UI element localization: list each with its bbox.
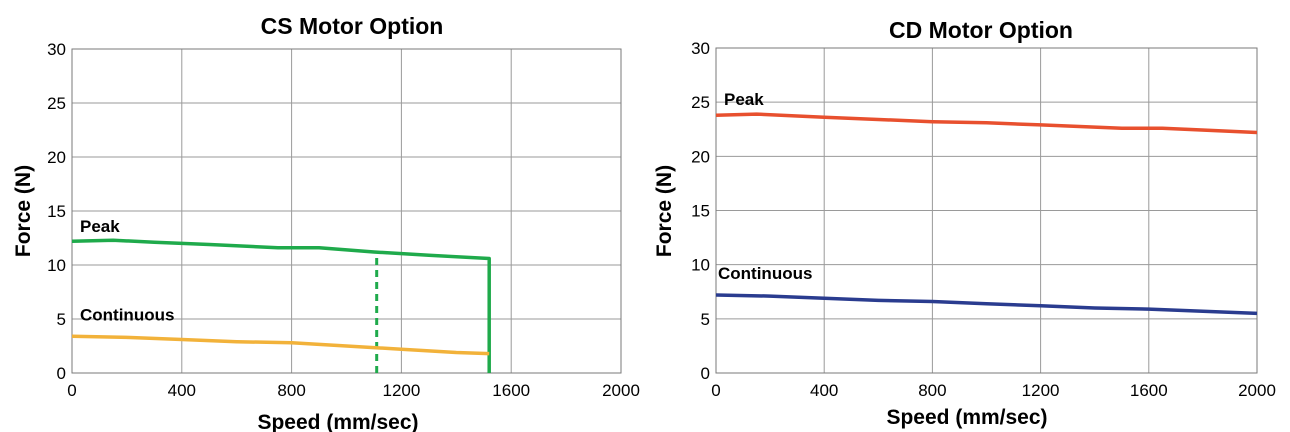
- chart-cd-motor-option: 0 400 800 1200 1600 2000 0 5 10 15 20 25 30 Peak Conti…: [653, 17, 1276, 429]
- y-tick-label: 0: [57, 364, 66, 383]
- chart-panel-cs: 0 400 800 1200 1600 2000 0 5 10 15 20 25 30 Peak Conti…: [12, 13, 640, 432]
- series-line-peak: [715, 112, 1258, 135]
- y-tick-label: 25: [691, 93, 710, 112]
- plot-border: [715, 47, 1258, 374]
- series-line-continuous: [715, 293, 1258, 316]
- series-label-continuous: Continuous: [718, 264, 812, 283]
- y-tick-label: 5: [57, 310, 66, 329]
- y-tick-label: 20: [691, 147, 710, 166]
- x-tick-label: 2000: [602, 381, 640, 400]
- series-line-continuous: [71, 334, 490, 356]
- x-tick-label: 1200: [382, 381, 420, 400]
- y-tick-label: 30: [47, 40, 66, 59]
- y-tick-label: 30: [691, 39, 710, 58]
- x-tick-label: 1600: [1130, 381, 1168, 400]
- series-line-peak: [71, 238, 491, 373]
- series-label-peak: Peak: [80, 217, 120, 236]
- x-tick-label: 800: [277, 381, 305, 400]
- x-tick-label: 1200: [1022, 381, 1060, 400]
- chart-title: CS Motor Option: [261, 13, 444, 39]
- x-tick-label: 400: [810, 381, 838, 400]
- y-tick-label: 0: [701, 364, 710, 383]
- chart-panel-cd: 0 400 800 1200 1600 2000 0 5 10 15 20 25 30 Peak Conti…: [645, 0, 1290, 432]
- y-axis-label: Force (N): [12, 165, 35, 257]
- y-tick-label: 25: [47, 94, 66, 113]
- y-tick-label: 5: [701, 310, 710, 329]
- y-axis-label: Force (N): [653, 165, 676, 257]
- chart-title: CD Motor Option: [889, 17, 1073, 43]
- series-label-peak: Peak: [724, 90, 764, 109]
- y-tick-label: 15: [47, 202, 66, 221]
- x-tick-label: 400: [168, 381, 196, 400]
- x-tick-label: 800: [918, 381, 946, 400]
- plot-border: [71, 48, 622, 374]
- x-tick-label: 0: [67, 381, 76, 400]
- y-tick-label: 15: [691, 202, 710, 221]
- series-label-continuous: Continuous: [80, 305, 174, 324]
- x-tick-label: 1600: [492, 381, 530, 400]
- y-tick-label: 10: [691, 256, 710, 275]
- x-tick-label: 0: [711, 381, 720, 400]
- y-tick-label: 20: [47, 148, 66, 167]
- x-axis-label: Speed (mm/sec): [257, 411, 418, 432]
- y-tick-label: 10: [47, 256, 66, 275]
- x-axis-label: Speed (mm/sec): [886, 406, 1047, 429]
- chart-cs-motor-option: 0 400 800 1200 1600 2000 0 5 10 15 20 25 30 Peak Conti…: [12, 13, 640, 432]
- x-tick-label: 2000: [1238, 381, 1276, 400]
